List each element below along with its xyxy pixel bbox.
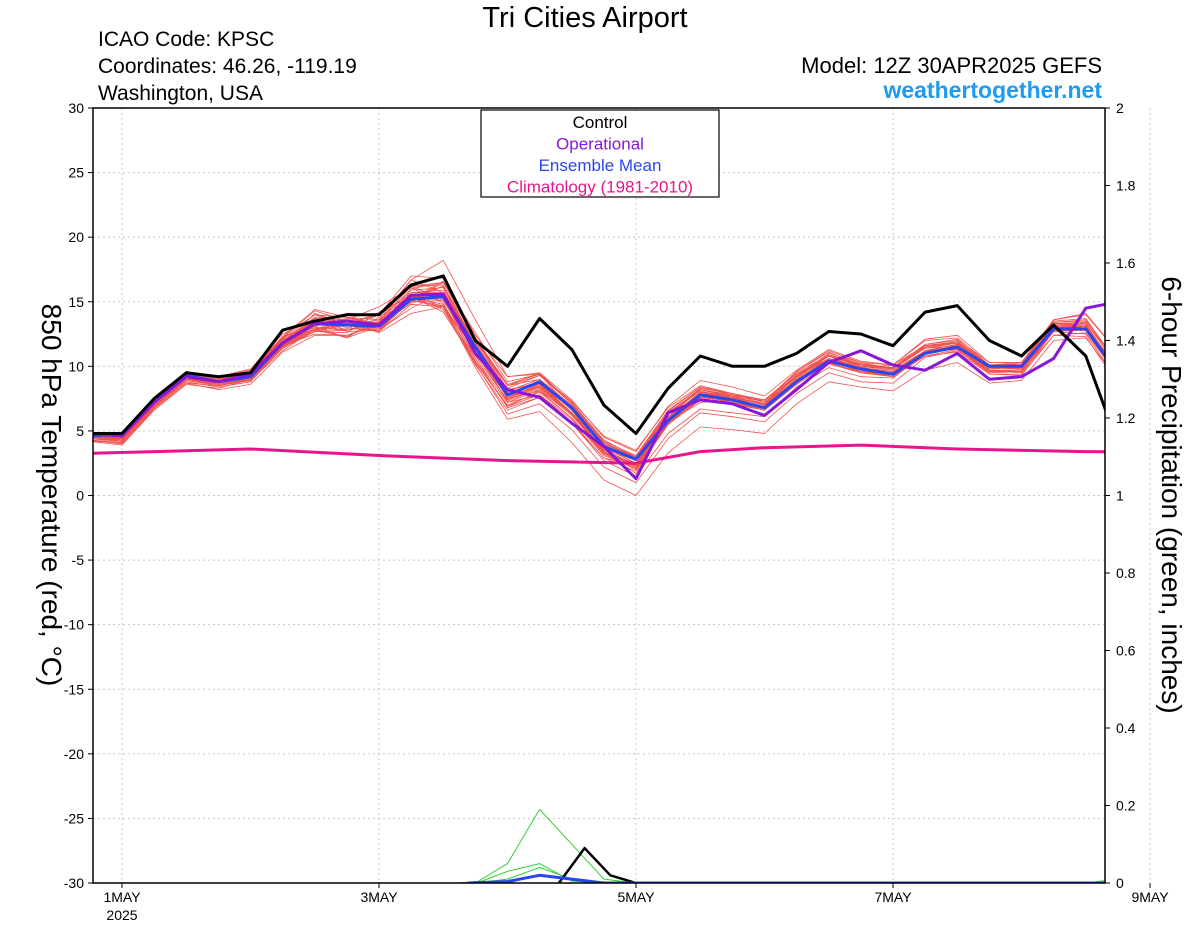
precip-member-line bbox=[455, 863, 1105, 883]
control-precip-line bbox=[557, 846, 1105, 883]
x-tick-label: 1MAY bbox=[103, 889, 141, 905]
precip-member-line bbox=[474, 808, 1105, 883]
y-tick-label: 30 bbox=[68, 100, 84, 116]
mean-precip-line bbox=[467, 873, 1105, 883]
y-tick-label: -10 bbox=[64, 617, 84, 633]
legend-item: Operational bbox=[556, 135, 644, 154]
y-tick-label: -25 bbox=[64, 810, 84, 826]
legend-item: Ensemble Mean bbox=[539, 156, 662, 175]
member-temp-line bbox=[93, 259, 1105, 458]
member-temp-line bbox=[93, 300, 1105, 459]
plot-series bbox=[93, 259, 1105, 883]
control-line bbox=[93, 274, 1105, 435]
y2-axis-label: 6-hour Precipitation (green, inches) bbox=[1156, 276, 1187, 713]
y-tick-label: 25 bbox=[68, 165, 84, 181]
member-temp-line bbox=[93, 300, 1105, 469]
y-tick-label: 0 bbox=[76, 488, 84, 504]
member-temp-line bbox=[93, 296, 1105, 469]
member-temp-line bbox=[93, 281, 1105, 465]
y-tick-label: 10 bbox=[68, 358, 84, 374]
x-tick-label: 7MAY bbox=[874, 889, 912, 905]
region: Washington, USA bbox=[98, 82, 263, 105]
x-tick-label: 3MAY bbox=[360, 889, 398, 905]
y-tick-label: -5 bbox=[72, 552, 85, 568]
y2-tick-label: 1.2 bbox=[1116, 410, 1136, 426]
model-run: Model: 12Z 30APR2025 GEFS bbox=[801, 53, 1102, 78]
y-tick-label: -15 bbox=[64, 681, 84, 697]
member-temp-line bbox=[93, 303, 1105, 467]
climatology-line bbox=[93, 443, 1105, 465]
y-tick-label: 15 bbox=[68, 294, 84, 310]
y2-tick-label: 0.8 bbox=[1116, 565, 1136, 581]
legend-item: Climatology (1981-2010) bbox=[507, 178, 693, 197]
member-temp-line bbox=[93, 300, 1105, 467]
y-tick-label: -30 bbox=[64, 875, 84, 891]
member-temp-line bbox=[93, 292, 1105, 465]
ensemble-mean-line bbox=[93, 295, 1105, 461]
site-link[interactable]: weathertogether.net bbox=[883, 77, 1102, 103]
member-temp-line bbox=[93, 296, 1105, 469]
member-temp-line bbox=[93, 280, 1105, 474]
operational-line bbox=[93, 292, 1105, 481]
member-temp-line bbox=[93, 281, 1105, 456]
y2-tick-label: 2 bbox=[1116, 100, 1124, 116]
legend-box bbox=[480, 109, 720, 198]
icao-code: ICAO Code: KPSC bbox=[98, 28, 275, 51]
y2-tick-label: 0.2 bbox=[1116, 798, 1136, 814]
plot-frame bbox=[92, 107, 1106, 884]
y-tick-label: -20 bbox=[64, 746, 84, 762]
y2-tick-label: 1.8 bbox=[1116, 178, 1136, 194]
y-tick-label: 5 bbox=[76, 423, 84, 439]
y2-tick-label: 1 bbox=[1116, 488, 1124, 504]
y-axis-label: 850 hPa Temperature (red, °C) bbox=[36, 304, 67, 687]
x-tick-sublabel: 2025 bbox=[106, 907, 137, 923]
member-temp-line bbox=[93, 289, 1105, 471]
member-temp-line bbox=[93, 294, 1105, 458]
legend-item: Control bbox=[573, 113, 628, 132]
x-tick-label: 9MAY bbox=[1131, 889, 1169, 905]
member-temp-line bbox=[93, 297, 1105, 468]
y2-tick-label: 0.4 bbox=[1116, 720, 1136, 736]
x-tick-label: 5MAY bbox=[617, 889, 655, 905]
member-temp-line bbox=[93, 284, 1105, 472]
coordinates: Coordinates: 46.26, -119.19 bbox=[98, 55, 357, 78]
member-temp-line bbox=[93, 298, 1105, 460]
member-temp-line bbox=[93, 294, 1105, 496]
y-tick-label: 20 bbox=[68, 229, 84, 245]
member-temp-line bbox=[93, 294, 1105, 459]
member-temp-line bbox=[93, 293, 1105, 467]
y2-tick-label: 1.6 bbox=[1116, 255, 1136, 271]
y2-tick-label: 0.6 bbox=[1116, 643, 1136, 659]
y2-tick-label: 1.4 bbox=[1116, 333, 1136, 349]
y2-tick-label: 0 bbox=[1116, 875, 1124, 891]
member-temp-line bbox=[93, 306, 1105, 451]
chart-title: Tri Cities Airport bbox=[482, 2, 688, 34]
member-temp-line bbox=[93, 281, 1105, 458]
member-temp-line bbox=[93, 285, 1105, 462]
